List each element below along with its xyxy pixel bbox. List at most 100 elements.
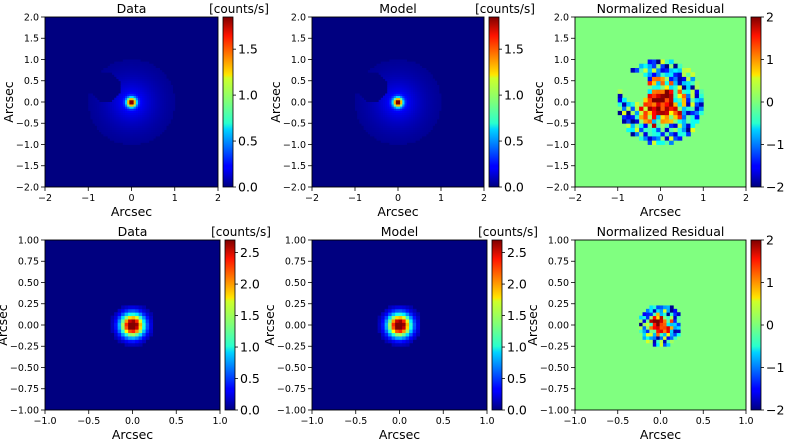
heatmap-cell	[417, 99, 420, 103]
heatmap-cell	[127, 59, 130, 63]
heatmap-cell	[428, 95, 431, 99]
heatmap-cell	[395, 78, 399, 82]
heatmap-cell	[428, 125, 431, 128]
heatmap-cell	[148, 127, 152, 131]
heatmap-cell	[402, 76, 405, 80]
heatmap-cell	[101, 116, 104, 120]
heatmap-cell	[131, 119, 135, 122]
heatmap-cell	[400, 129, 403, 133]
heatmap-cell	[112, 127, 115, 131]
heatmap-cell	[406, 87, 410, 90]
heatmap-cell	[131, 89, 135, 92]
heatmap-cell	[643, 123, 649, 128]
heatmap-cell	[405, 305, 410, 310]
heatmap-cell	[405, 336, 410, 340]
heatmap-cell	[163, 97, 167, 101]
heatmap-cell	[117, 322, 122, 327]
heatmap-cell	[417, 97, 420, 101]
heatmap-cell	[120, 104, 124, 107]
heatmap-cell	[101, 125, 104, 128]
heatmap-cell	[385, 121, 388, 124]
heatmap-cell	[669, 85, 674, 90]
heatmap-cell	[398, 312, 403, 317]
heatmap-cell	[686, 72, 691, 77]
heatmap-cell	[385, 97, 388, 101]
heatmap-cell	[419, 78, 423, 82]
heatmap-cell	[374, 119, 377, 122]
heatmap-cell	[634, 119, 640, 124]
heatmap-cell	[137, 74, 141, 77]
heatmap-cell	[112, 131, 115, 135]
heatmap-cell	[413, 91, 416, 94]
heatmap-cell	[135, 65, 139, 69]
heatmap-cell	[376, 70, 380, 73]
heatmap-cell	[137, 102, 141, 105]
heatmap-cell	[398, 99, 401, 103]
heatmap-cell	[140, 140, 143, 143]
heatmap-cell	[690, 89, 696, 94]
heatmap-cell	[626, 127, 631, 133]
heatmap-cell	[137, 106, 141, 109]
heatmap-cell	[168, 108, 171, 111]
heatmap-cell	[389, 68, 392, 71]
heatmap-cell	[114, 106, 117, 109]
heatmap-cell	[647, 97, 653, 103]
heatmap-cell	[398, 106, 401, 109]
heatmap-cell	[419, 104, 423, 107]
heatmap-cell	[110, 319, 115, 323]
heatmap-cell	[101, 121, 104, 124]
heatmap-cell	[140, 127, 143, 131]
heatmap-cell	[398, 136, 401, 139]
heatmap-cell	[135, 95, 139, 99]
heatmap-cell	[400, 74, 403, 77]
heatmap-cell	[406, 127, 410, 131]
heatmap-cell	[166, 80, 169, 84]
heatmap-cell	[163, 80, 167, 84]
heatmap-cell	[120, 108, 124, 111]
heatmap-cell	[363, 106, 367, 109]
heatmap-cell	[94, 99, 98, 103]
heatmap-cell	[387, 104, 390, 107]
heatmap-cell	[400, 110, 403, 114]
heatmap-cell	[88, 106, 91, 109]
heatmap-cell	[137, 140, 141, 143]
heatmap-cell	[436, 93, 440, 97]
heatmap-cell	[103, 125, 106, 128]
heatmap-cell	[122, 93, 126, 97]
colorbar-tick-label: 1.0	[240, 340, 260, 355]
heatmap-cell	[161, 89, 165, 92]
heatmap-cell	[125, 91, 128, 94]
heatmap-cell	[361, 114, 364, 118]
heatmap-cell	[128, 336, 133, 340]
heatmap-cell	[402, 131, 405, 135]
heatmap-cell	[677, 89, 683, 94]
heatmap-cell	[355, 102, 358, 105]
heatmap-cell	[163, 104, 167, 107]
heatmap-cell	[372, 112, 375, 116]
heatmap-cell	[643, 106, 649, 111]
heatmap-cell	[135, 129, 139, 133]
heatmap-cell	[163, 99, 167, 103]
heatmap-cell	[415, 76, 418, 80]
heatmap-cell	[135, 325, 140, 330]
heatmap-cell	[651, 89, 657, 94]
heatmap-cell	[659, 325, 664, 330]
heatmap-cell	[127, 110, 130, 114]
colorbar	[491, 239, 503, 411]
heatmap-cell	[159, 131, 163, 135]
heatmap-cell	[144, 102, 148, 105]
y-tick-label: −1.0	[546, 140, 569, 151]
heatmap-cell	[400, 85, 403, 88]
heatmap-cell	[157, 99, 161, 103]
heatmap-cell	[125, 70, 128, 73]
heatmap-cell	[421, 99, 425, 103]
heatmap-cell	[664, 140, 670, 145]
heatmap-cell	[406, 63, 410, 67]
heatmap-cell	[131, 133, 135, 137]
heatmap-cell	[413, 85, 416, 88]
heatmap-cell	[150, 104, 154, 107]
heatmap-cell	[110, 325, 115, 330]
heatmap-cell	[376, 104, 380, 107]
heatmap-cell	[660, 123, 666, 128]
heatmap-cell	[133, 102, 137, 105]
